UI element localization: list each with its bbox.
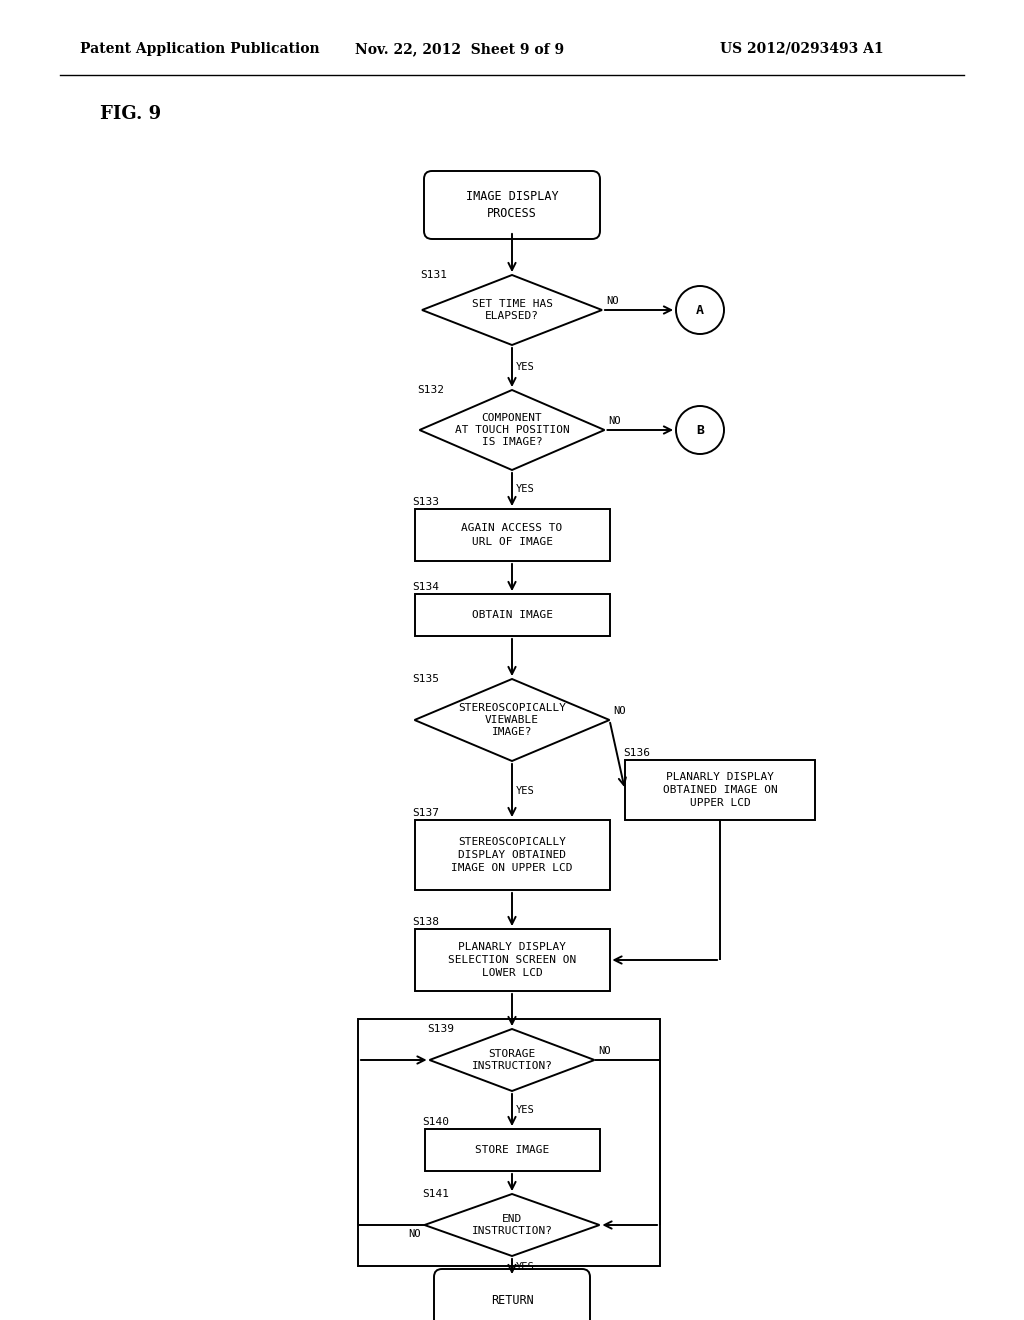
Text: NO: NO (408, 1229, 421, 1239)
FancyBboxPatch shape (434, 1269, 590, 1320)
Text: YES: YES (516, 1105, 535, 1115)
Text: S135: S135 (413, 675, 439, 684)
Polygon shape (422, 275, 602, 345)
Text: RETURN: RETURN (490, 1294, 534, 1307)
Text: S131: S131 (420, 271, 447, 280)
Text: YES: YES (516, 785, 535, 796)
Text: NO: NO (613, 706, 626, 715)
FancyBboxPatch shape (424, 172, 600, 239)
Text: NO: NO (608, 416, 621, 426)
Polygon shape (415, 678, 609, 762)
Text: NO: NO (606, 296, 618, 306)
Text: NO: NO (598, 1045, 611, 1056)
Text: IMAGE DISPLAY
PROCESS: IMAGE DISPLAY PROCESS (466, 190, 558, 220)
Text: S132: S132 (418, 385, 444, 395)
Text: Patent Application Publication: Patent Application Publication (80, 42, 319, 55)
Text: PLANARLY DISPLAY
SELECTION SCREEN ON
LOWER LCD: PLANARLY DISPLAY SELECTION SCREEN ON LOW… (447, 941, 577, 978)
Text: B: B (696, 424, 705, 437)
Text: YES: YES (516, 363, 535, 372)
Circle shape (676, 286, 724, 334)
Bar (625, 760, 815, 820)
Polygon shape (425, 1195, 599, 1257)
Bar (415, 820, 609, 890)
Polygon shape (429, 1030, 595, 1092)
Text: YES: YES (516, 484, 535, 495)
Text: STORE IMAGE: STORE IMAGE (475, 1144, 549, 1155)
Text: COMPONENT
AT TOUCH POSITION
IS IMAGE?: COMPONENT AT TOUCH POSITION IS IMAGE? (455, 413, 569, 447)
Text: PLANARLY DISPLAY
OBTAINED IMAGE ON
UPPER LCD: PLANARLY DISPLAY OBTAINED IMAGE ON UPPER… (663, 772, 777, 808)
Text: S137: S137 (413, 808, 439, 818)
Text: FIG. 9: FIG. 9 (100, 106, 161, 123)
Bar (415, 594, 609, 636)
Text: A: A (696, 304, 705, 317)
Text: S140: S140 (423, 1117, 450, 1127)
Bar (415, 929, 609, 991)
Text: S139: S139 (427, 1024, 455, 1034)
Text: S141: S141 (423, 1189, 450, 1199)
Text: END
INSTRUCTION?: END INSTRUCTION? (471, 1214, 553, 1237)
Text: SET TIME HAS
ELAPSED?: SET TIME HAS ELAPSED? (471, 298, 553, 321)
Bar (425, 1129, 599, 1171)
Bar (415, 510, 609, 561)
Polygon shape (420, 389, 604, 470)
Text: US 2012/0293493 A1: US 2012/0293493 A1 (720, 42, 884, 55)
Text: YES: YES (516, 1262, 535, 1271)
Text: S133: S133 (413, 498, 439, 507)
Text: STORAGE
INSTRUCTION?: STORAGE INSTRUCTION? (471, 1049, 553, 1072)
Text: S138: S138 (413, 917, 439, 927)
Text: STEREOSCOPICALLY
VIEWABLE
IMAGE?: STEREOSCOPICALLY VIEWABLE IMAGE? (458, 702, 566, 738)
Text: OBTAIN IMAGE: OBTAIN IMAGE (471, 610, 553, 620)
Text: STEREOSCOPICALLY
DISPLAY OBTAINED
IMAGE ON UPPER LCD: STEREOSCOPICALLY DISPLAY OBTAINED IMAGE … (452, 837, 572, 874)
Text: AGAIN ACCESS TO
URL OF IMAGE: AGAIN ACCESS TO URL OF IMAGE (462, 524, 562, 546)
Circle shape (676, 407, 724, 454)
Text: S134: S134 (413, 582, 439, 591)
Text: S136: S136 (623, 748, 650, 758)
Text: Nov. 22, 2012  Sheet 9 of 9: Nov. 22, 2012 Sheet 9 of 9 (355, 42, 564, 55)
Bar (358, 1019, 660, 1266)
